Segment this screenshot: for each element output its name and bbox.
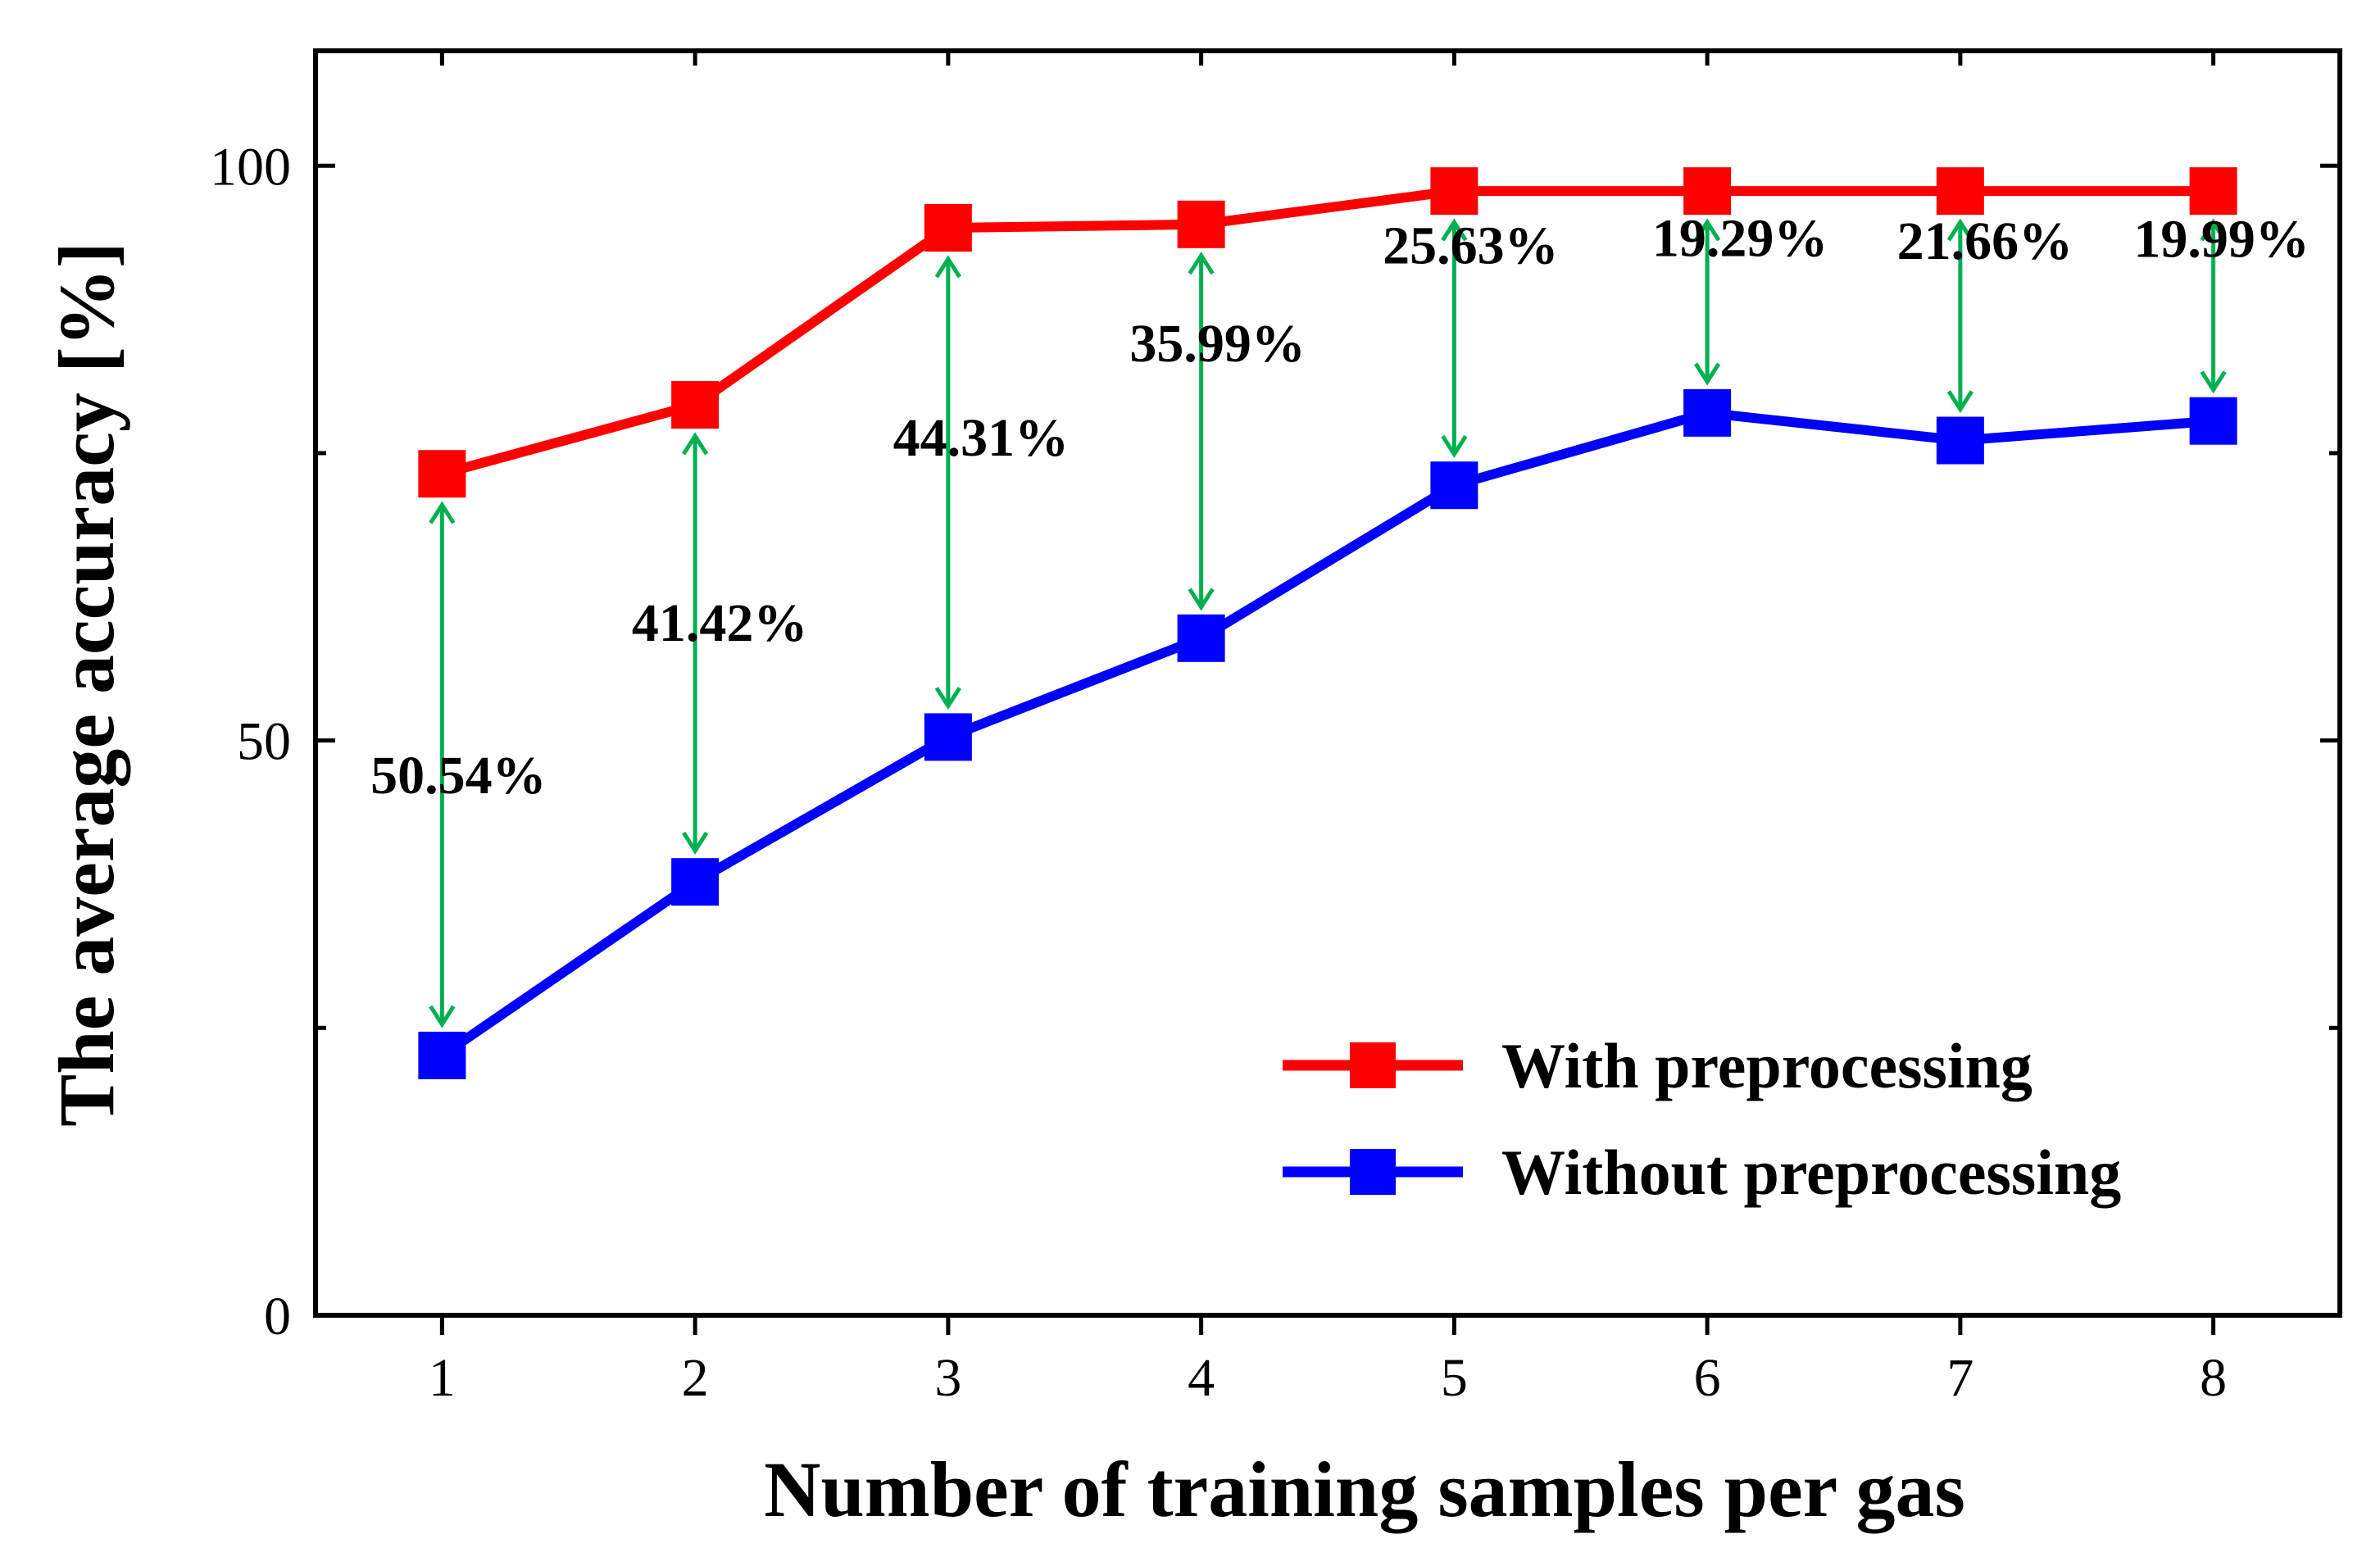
x-axis-title: Number of training samples per gas <box>764 1446 1965 1533</box>
x-tick-label: 1 <box>429 1348 456 1408</box>
y-tick-label: 50 <box>237 712 291 772</box>
diff-arrow-head-up <box>934 255 961 279</box>
legend-marker-without <box>1350 1149 1396 1195</box>
diff-arrow-head-up <box>1188 252 1215 275</box>
data-point-with <box>671 381 720 429</box>
diff-label: 50.54% <box>370 746 547 806</box>
series-lines <box>418 167 2237 1079</box>
x-tick-label: 7 <box>1946 1348 1973 1408</box>
axes: 0 50 100 1 2 3 4 5 6 7 8 <box>210 48 2342 1408</box>
diff-arrow-head-down <box>1441 434 1468 458</box>
diff-arrow-head-down <box>1188 588 1215 611</box>
x-tick-label: 4 <box>1188 1348 1215 1408</box>
diff-arrow-head-down <box>1946 390 1973 414</box>
data-point-without <box>924 713 972 761</box>
data-point-with <box>1177 200 1225 248</box>
series-line-without <box>438 407 2214 1060</box>
diff-arrow-head-up <box>2200 218 2227 242</box>
data-point-with <box>924 204 972 252</box>
legend-label-without: Without preprocessing <box>1501 1137 2121 1208</box>
data-point-without <box>2189 397 2237 445</box>
legend-label-with: With preprocessing <box>1501 1030 2033 1101</box>
diff-label: 41.42% <box>632 593 808 653</box>
diff-arrow-head-down <box>1694 362 1721 386</box>
data-point-with <box>418 450 466 498</box>
difference-labels: 50.54% 41.42% 44.31% 35.99% 25.63% 19.29% 21.6… <box>370 209 2310 806</box>
diff-arrow-head-down <box>429 1005 456 1028</box>
diff-arrow-head-down <box>934 687 961 710</box>
y-tick-label: 100 <box>210 137 291 197</box>
x-tick-label: 5 <box>1441 1348 1468 1408</box>
diff-arrow-head-down <box>2200 370 2227 394</box>
diff-arrow-head-up <box>1946 218 1973 242</box>
legend: With preprocessing Without preprocessing <box>1283 1030 2121 1208</box>
y-axis-title: The average accuracy [%] <box>43 242 130 1127</box>
series-line-with <box>440 186 2214 479</box>
data-point-with <box>2189 167 2237 216</box>
diff-arrow-head-down <box>682 831 709 855</box>
diff-label: 21.66% <box>1897 211 2073 271</box>
data-point-without <box>671 858 720 906</box>
diff-label: 44.31% <box>893 408 1070 468</box>
diff-arrow-head-up <box>1694 218 1721 242</box>
x-tick-label: 6 <box>1694 1348 1721 1408</box>
x-tick-label: 3 <box>934 1348 961 1408</box>
diff-arrow-head-up <box>682 432 709 456</box>
data-point-without <box>418 1031 466 1079</box>
diff-label: 19.29% <box>1652 209 1828 269</box>
legend-marker-with <box>1350 1042 1396 1088</box>
difference-arrows <box>429 218 2227 1028</box>
diff-arrow-head-up <box>1441 218 1468 242</box>
data-point-without <box>1430 461 1478 510</box>
data-point-without <box>1177 614 1225 662</box>
plot-frame <box>313 48 2342 1318</box>
diff-arrow-head-up <box>429 501 456 524</box>
data-point-with <box>1683 167 1732 216</box>
data-point-without <box>1683 388 1732 437</box>
x-tick-label: 8 <box>2200 1348 2227 1408</box>
data-point-without <box>1936 416 1984 465</box>
x-tick-label: 2 <box>682 1348 709 1408</box>
y-tick-label: 0 <box>264 1287 291 1346</box>
data-point-with <box>1936 167 1984 216</box>
diff-label: 35.99% <box>1129 314 1306 374</box>
data-point-with <box>1430 167 1478 216</box>
diff-label: 19.99% <box>2133 210 2310 270</box>
diff-label: 25.63% <box>1383 216 1559 275</box>
